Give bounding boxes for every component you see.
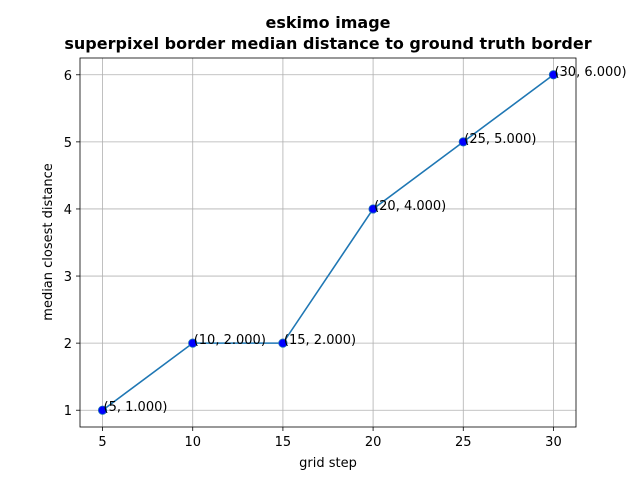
chart-title-line1: eskimo image bbox=[266, 13, 391, 32]
series bbox=[97, 70, 559, 415]
data-label: (30, 6.000) bbox=[554, 65, 626, 80]
series-line bbox=[102, 74, 554, 411]
x-tick-label: 25 bbox=[455, 435, 472, 450]
y-tick-label: 3 bbox=[64, 270, 72, 285]
y-tick-label: 4 bbox=[64, 203, 72, 218]
x-tick-label: 10 bbox=[184, 435, 201, 450]
y-axis-label: median closest distance bbox=[41, 163, 56, 320]
data-point bbox=[97, 405, 108, 415]
plot-frame bbox=[79, 57, 577, 428]
data-point bbox=[278, 338, 288, 348]
data-label: (5, 1.000) bbox=[104, 400, 168, 415]
data-point bbox=[458, 137, 468, 147]
data-point bbox=[548, 70, 559, 80]
y-tick-label: 1 bbox=[64, 404, 72, 419]
data-point bbox=[368, 204, 378, 214]
x-tick-label: 5 bbox=[98, 435, 106, 450]
data-label: (25, 5.000) bbox=[464, 132, 536, 147]
annotations: (5, 1.000) (10, 2.000) (15, 2.000) (20, 4.0… bbox=[104, 65, 627, 415]
axis-ticks: 5 10 15 20 25 30 1 2 3 4 5 6 bbox=[64, 69, 562, 450]
y-tick-label: 5 bbox=[64, 136, 72, 151]
x-tick-label: 30 bbox=[545, 435, 562, 450]
data-label: (20, 4.000) bbox=[374, 199, 446, 214]
x-axis-label: grid step bbox=[299, 456, 357, 471]
data-label: (15, 2.000) bbox=[284, 333, 356, 348]
data-point bbox=[188, 338, 198, 348]
x-tick-label: 20 bbox=[365, 435, 382, 450]
x-tick-label: 15 bbox=[275, 435, 292, 450]
data-label: (10, 2.000) bbox=[194, 333, 266, 348]
y-tick-label: 6 bbox=[64, 69, 72, 84]
chart-title-line2: superpixel border median distance to gro… bbox=[64, 34, 591, 53]
y-tick-label: 2 bbox=[64, 337, 72, 352]
